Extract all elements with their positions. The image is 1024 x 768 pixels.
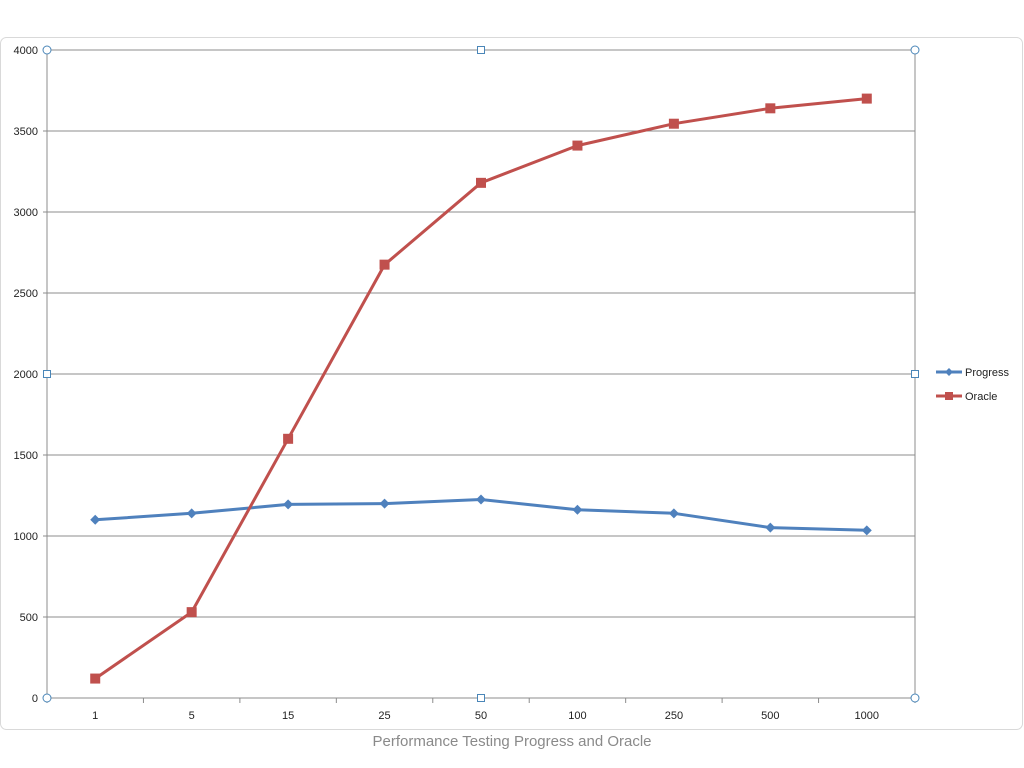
legend-oracle-label: Oracle xyxy=(965,391,997,403)
x-tick-label: 1000 xyxy=(855,710,879,722)
legend-progress-marker xyxy=(945,368,953,376)
y-tick-label: 1500 xyxy=(14,450,38,462)
progress-marker xyxy=(861,525,872,536)
x-tick-label: 500 xyxy=(761,710,779,722)
resize-handle-corner[interactable] xyxy=(42,693,52,703)
resize-handle-side[interactable] xyxy=(477,46,485,54)
resize-handle-corner[interactable] xyxy=(910,45,920,55)
legend-oracle-marker xyxy=(945,392,953,400)
selection-handles[interactable] xyxy=(42,45,920,703)
oracle-marker xyxy=(283,433,294,444)
progress-marker xyxy=(283,499,294,510)
x-tick-label: 50 xyxy=(475,710,487,722)
slide-caption: Performance Testing Progress and Oracle xyxy=(372,733,652,750)
progress-marker xyxy=(765,522,776,533)
resize-handle-side[interactable] xyxy=(43,370,51,378)
resize-handle-side[interactable] xyxy=(911,370,919,378)
oracle-marker xyxy=(476,177,486,188)
y-tick-label: 2500 xyxy=(14,288,38,300)
gridlines xyxy=(47,49,915,618)
chart-area: 0 500 1000 1500 2000 2500 3000 3500 4000 1 5 15 25 5… xyxy=(0,37,1023,730)
legend-progress-label: Progress xyxy=(965,367,1010,379)
resize-handle-corner[interactable] xyxy=(910,693,920,703)
oracle-marker xyxy=(861,93,872,104)
oracle-marker xyxy=(90,673,101,684)
resize-handle-side[interactable] xyxy=(477,694,485,702)
x-tick-labels: 1 5 15 25 50 100 250 500 1000 xyxy=(92,710,879,722)
y-tick-label: 500 xyxy=(20,612,38,624)
y-tick-label: 3500 xyxy=(14,126,38,138)
oracle-marker xyxy=(668,118,679,129)
chart-frame xyxy=(0,37,1023,730)
progress-marker xyxy=(572,504,583,515)
x-tick-label: 5 xyxy=(189,710,195,722)
progress-marker xyxy=(90,514,101,525)
y-tick-labels: 0 500 1000 1500 2000 2500 3000 3500 4000 xyxy=(14,45,38,705)
y-tick-label: 2000 xyxy=(14,369,38,381)
oracle-marker xyxy=(379,259,390,270)
progress-marker xyxy=(476,494,486,505)
series-markers xyxy=(90,93,872,684)
resize-handle-corner[interactable] xyxy=(42,45,52,55)
progress-marker xyxy=(186,508,197,519)
oracle-marker xyxy=(572,140,583,151)
progress-marker xyxy=(379,498,390,509)
x-tick-label: 100 xyxy=(568,710,586,722)
oracle-marker xyxy=(765,103,776,114)
legend: Progress Oracle xyxy=(936,367,1010,403)
y-tick-label: 3000 xyxy=(14,207,38,219)
oracle-marker xyxy=(186,607,197,618)
x-tick-label: 25 xyxy=(378,710,390,722)
x-tick-label: 1 xyxy=(92,710,98,722)
progress-marker xyxy=(668,508,679,519)
y-tick-label: 4000 xyxy=(14,45,38,57)
y-tick-label: 0 xyxy=(32,693,38,705)
x-tick-label: 15 xyxy=(282,710,294,722)
x-tick-label: 250 xyxy=(665,710,683,722)
y-tick-label: 1000 xyxy=(14,531,38,543)
